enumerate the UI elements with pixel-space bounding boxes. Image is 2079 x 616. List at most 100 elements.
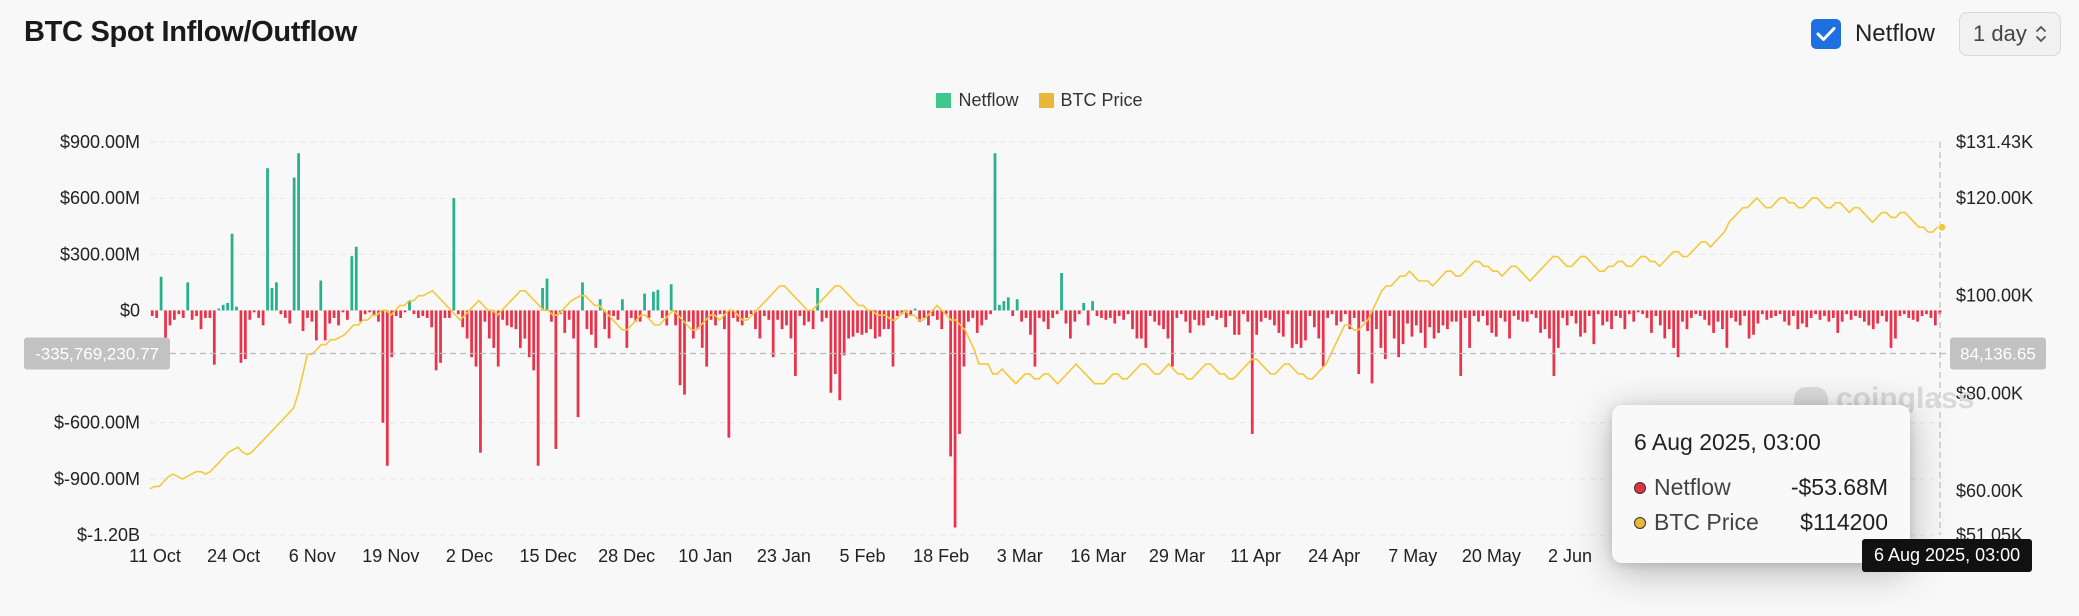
netflow-bar [1725,310,1729,348]
netflow-bar [616,310,620,320]
netflow-bar [1406,310,1409,324]
netflow-bar [1361,310,1365,322]
netflow-bar [984,310,988,320]
x-tick-label: 11 Apr [1230,546,1281,566]
netflow-bar [252,310,256,313]
netflow-bar [501,310,505,320]
netflow-bar [1459,310,1463,376]
netflow-bar [1051,310,1055,318]
x-tick-label: 15 Dec [520,546,577,566]
netflow-bar [621,299,624,311]
netflow-bar [1397,310,1401,358]
netflow-toggle-label[interactable]: Netflow [1854,20,1935,47]
netflow-bar [971,310,975,318]
netflow-bar [798,310,802,317]
netflow-bar [332,310,336,318]
netflow-bar [1193,310,1196,320]
netflow-bar [731,310,735,318]
netflow-bar [479,310,482,453]
netflow-bar [825,310,828,318]
netflow-bar [1876,310,1880,324]
netflow-bar [328,310,332,324]
netflow-bar [1171,310,1174,367]
netflow-bar [1512,310,1516,317]
netflow-bar [1055,310,1059,315]
netflow-bar [1601,310,1605,326]
legend-item-btc-price[interactable]: BTC Price [1038,90,1143,111]
netflow-bar [275,282,278,311]
netflow-bar [1503,310,1507,322]
y-right-tick-label: $131.43K [1956,132,2033,152]
chart-controls: Netflow 1 day [1810,12,2061,56]
netflow-bar [1623,310,1627,330]
netflow-bar [527,310,531,358]
netflow-bar [598,299,602,311]
netflow-bar [891,310,895,367]
netflow-bar [1197,310,1201,326]
netflow-bar [1202,310,1205,326]
netflow-bar [842,310,846,356]
netflow-bar [1277,310,1281,333]
netflow-bar [412,310,416,315]
netflow-bar [1805,310,1809,328]
netflow-bar [1552,310,1556,376]
netflow-bar [1481,310,1485,317]
netflow-bar [297,153,300,311]
legend-item-netflow[interactable]: Netflow [936,90,1019,111]
netflow-bar [226,302,229,311]
netflow-bar [1224,310,1228,328]
netflow-bar [856,310,859,333]
netflow-bar [443,310,447,318]
netflow-bar [754,310,757,330]
netflow-bar [1543,310,1547,330]
netflow-bar [656,289,660,311]
netflow-bar [1645,310,1649,318]
netflow-bar [1108,310,1112,318]
tooltip-row-btc-price: BTC Price $114200 [1634,509,1888,536]
netflow-bar [975,310,979,333]
netflow-bar [1339,310,1343,322]
netflow-bar [962,310,966,367]
page-title: BTC Spot Inflow/Outflow [24,16,357,48]
netflow-bar [1082,302,1086,311]
netflow-bar [652,291,655,311]
x-tick-label: 24 Oct [207,546,260,566]
netflow-bar [1654,310,1658,317]
netflow-bar [150,310,154,317]
netflow-bar [1508,310,1511,339]
y-right-tick-label: $120.00K [1956,188,2033,208]
netflow-bar [1574,310,1578,324]
netflow-bar [913,308,917,311]
netflow-bar [1587,310,1591,317]
netflow-checkbox[interactable] [1810,19,1841,49]
netflow-bar [1871,310,1875,330]
netflow-bar [1450,310,1454,322]
netflow-bar [1627,310,1631,315]
netflow-bar [1863,310,1866,322]
netflow-bar [181,310,185,318]
x-tick-label: 7 May [1388,546,1437,566]
netflow-bar [1046,310,1050,330]
netflow-bar [1747,310,1751,339]
netflow-bar [1738,310,1742,326]
netflow-bar [1614,310,1618,317]
netflow-bar [173,310,176,320]
interval-select[interactable]: 1 day [1959,12,2061,56]
netflow-bar [922,310,926,318]
netflow-bar [869,310,873,330]
netflow-bar [465,310,469,339]
netflow-bar [204,310,207,318]
netflow-bar [1641,310,1644,315]
netflow-bar [306,310,309,318]
netflow-bar [1206,310,1210,318]
netflow-bar [1073,310,1077,322]
y-left-tick-label: $600.00M [60,188,140,208]
netflow-bar [1312,310,1316,328]
netflow-bar [368,310,371,313]
netflow-bar [634,310,638,322]
netflow-bar [1175,310,1179,318]
netflow-bar [767,310,771,320]
netflow-bar [1530,310,1534,315]
netflow-bar [603,310,607,330]
